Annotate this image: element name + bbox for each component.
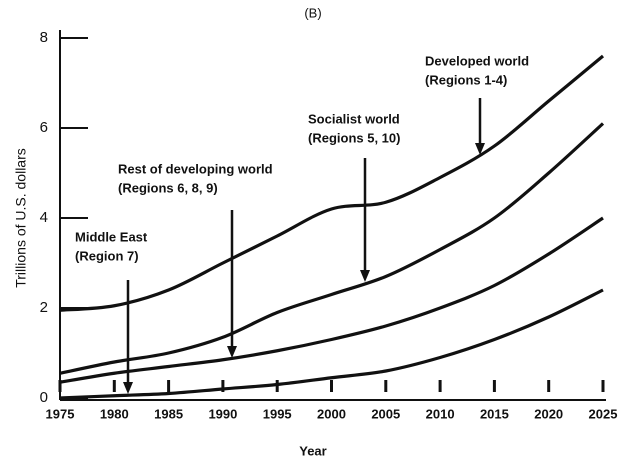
arrow-head — [227, 346, 237, 358]
series-line — [59, 288, 604, 400]
x-tick-label: 1985 — [154, 406, 183, 421]
annotation-name: Socialist world — [308, 111, 400, 126]
arrow-head — [475, 143, 485, 155]
y-tick-label: 8 — [40, 29, 48, 46]
annotation-label: (Regions 5, 10) — [308, 130, 400, 145]
y-tick-label: 0 — [40, 389, 48, 406]
x-tick-label: 2015 — [480, 406, 509, 421]
series-line — [59, 54, 605, 312]
annotation-name: Developed world — [425, 53, 529, 68]
annotation-label: (Regions 1-4) — [425, 72, 507, 87]
y-tick-label: 2 — [40, 299, 48, 316]
annotation-label: (Regions 6, 8, 9) — [118, 180, 218, 195]
x-tick-label: 2020 — [534, 406, 563, 421]
x-tick-label: 1980 — [100, 406, 129, 421]
x-tick-label: 2000 — [317, 406, 346, 421]
annotation-name: Middle East — [75, 229, 148, 244]
series-line — [59, 216, 604, 384]
x-tick-label: 2010 — [426, 406, 455, 421]
y-axis-label: Trillions of U.S. dollars — [13, 148, 29, 288]
y-tick-label: 4 — [40, 209, 48, 226]
chart-title: (B) — [304, 5, 321, 20]
x-tick-label: 1990 — [208, 406, 237, 421]
series-line — [59, 122, 605, 375]
annotation-label: (Region 7) — [75, 248, 139, 263]
x-tick-label: 2005 — [371, 406, 400, 421]
arrow-head — [123, 382, 133, 394]
x-tick-label: 2025 — [589, 406, 618, 421]
x-tick-label: 1975 — [46, 406, 75, 421]
y-tick-label: 6 — [40, 119, 48, 136]
arrow-head — [360, 270, 370, 282]
annotation-name: Rest of developing world — [118, 161, 273, 176]
x-tick-label: 1995 — [263, 406, 292, 421]
x-axis-label: Year — [299, 443, 326, 458]
